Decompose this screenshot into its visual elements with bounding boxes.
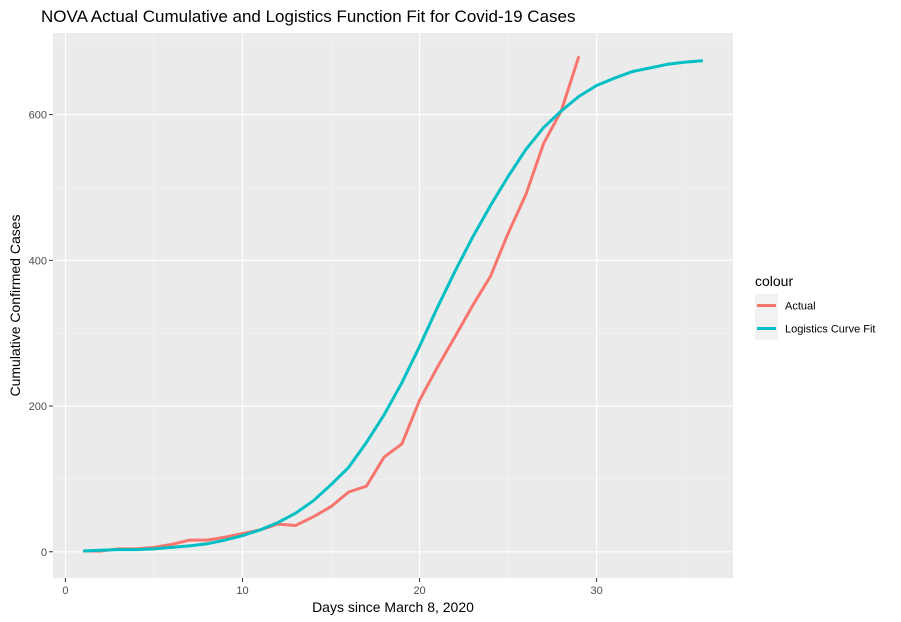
- y-tick-label: 600: [29, 110, 47, 122]
- y-tick-label: 0: [41, 547, 47, 559]
- x-tick-label: 0: [62, 585, 68, 597]
- legend: colour Actual Logistics Curve Fit: [755, 273, 875, 340]
- legend-label: Actual: [785, 301, 816, 313]
- plot-panel: [53, 33, 733, 578]
- y-tick-label: 400: [29, 255, 47, 267]
- y-tick-label: 200: [29, 401, 47, 413]
- series-layer: [83, 55, 704, 553]
- y-axis-title: Cumulative Confirmed Cases: [7, 214, 23, 396]
- legend-label: Logistics Curve Fit: [785, 324, 875, 336]
- major-gridlines: [53, 33, 733, 578]
- minor-gridlines: [53, 33, 733, 578]
- legend-items: Actual Logistics Curve Fit: [755, 294, 875, 340]
- legend-title: colour: [755, 273, 793, 289]
- x-axis-title: Days since March 8, 2020: [312, 599, 474, 615]
- x-tick-label: 10: [236, 585, 248, 597]
- x-tick-label: 20: [413, 585, 425, 597]
- x-tick-label: 30: [591, 585, 603, 597]
- chart-title: NOVA Actual Cumulative and Logistics Fun…: [41, 7, 575, 26]
- axis-ticks: 0 10 20 30 0 200 400 600: [29, 110, 603, 597]
- series-line-logistics-curve-fit: [83, 59, 704, 553]
- series-line-actual: [83, 55, 581, 553]
